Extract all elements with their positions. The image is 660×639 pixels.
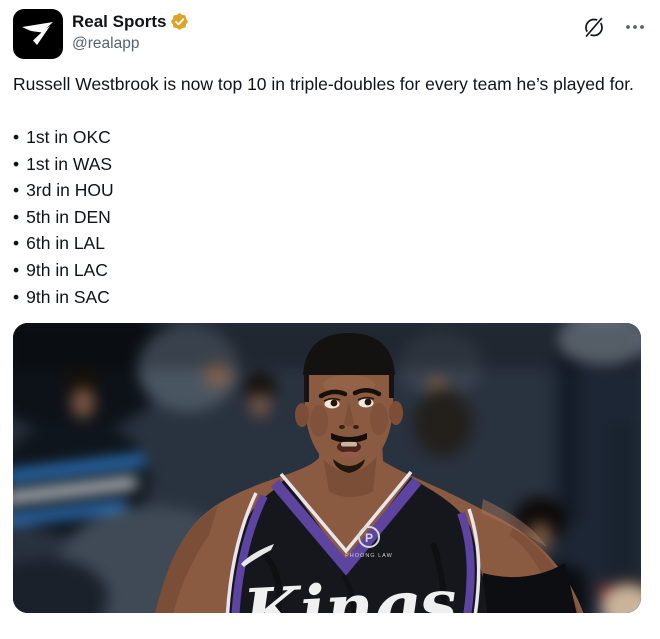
post-header: Real Sports @realapp (0, 0, 660, 59)
sponsor-patch: P PHOONG LAW (345, 526, 393, 559)
player-figure: P PHOONG LAW Kings (155, 333, 584, 614)
list-item: • 9th in SAC (13, 286, 110, 307)
post-body-text: Russell Westbrook is now top 10 in tripl… (13, 74, 634, 94)
nike-swoosh-icon (241, 544, 274, 568)
list-item: • 3rd in HOU (13, 180, 114, 201)
author-block: Real Sports @realapp (72, 9, 189, 54)
player-head (295, 333, 403, 474)
list-item: • 1st in WAS (13, 153, 113, 174)
list-item: • 6th in LAL (13, 233, 105, 254)
list-item: • 1st in OKC (13, 127, 111, 147)
blurred-crowd-background (13, 323, 641, 614)
list-item: • 5th in DEN (13, 206, 111, 227)
grok-icon (584, 17, 604, 38)
real-sports-logo-icon (22, 22, 53, 45)
display-name[interactable]: Real Sports (72, 12, 167, 31)
avatar[interactable] (13, 9, 63, 59)
sponsor-name-text: PHOONG LAW (345, 553, 393, 559)
handle[interactable]: @realapp (72, 35, 140, 52)
sponsor-logo-letter: P (365, 531, 373, 545)
header-actions (582, 9, 646, 39)
more-button[interactable] (624, 17, 646, 37)
post-stat-list: • 1st in OKC • 1st in WAS • 3rd in HOU • 5th… (13, 124, 647, 310)
westbrook-photo-illustration: P PHOONG LAW Kings (13, 323, 641, 614)
verified-badge-icon[interactable] (170, 12, 189, 31)
grok-button[interactable] (582, 15, 606, 39)
post-photo[interactable]: P PHOONG LAW Kings (13, 323, 641, 614)
more-ellipsis-icon (626, 25, 644, 29)
list-item: • 9th in LAC (13, 259, 108, 280)
